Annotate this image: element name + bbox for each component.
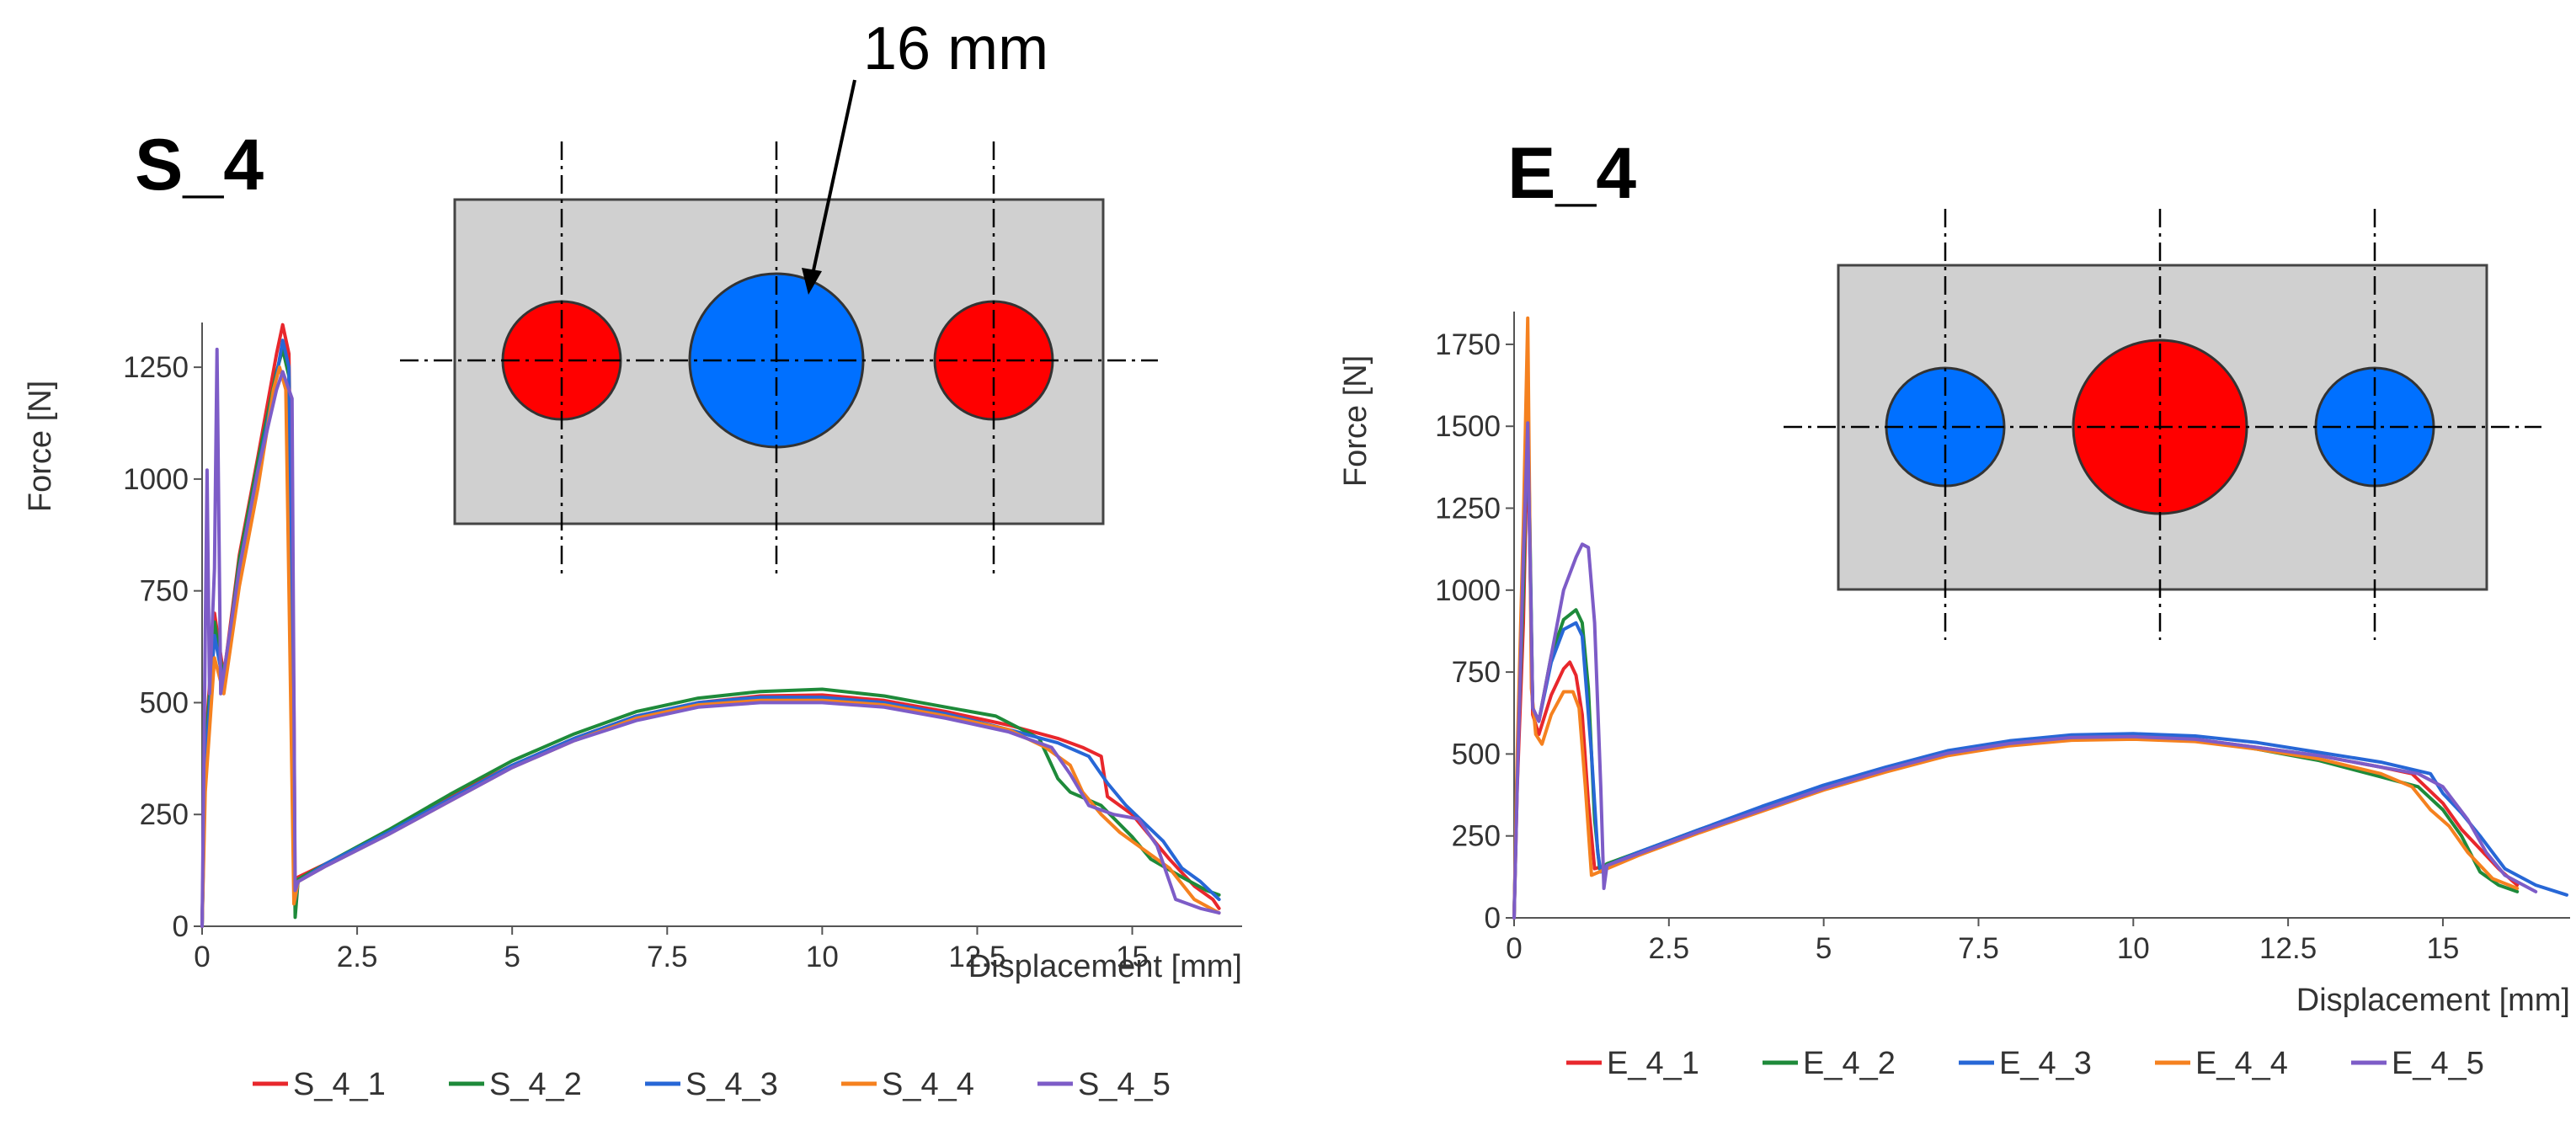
legend-label: S_4_3 (685, 1067, 778, 1102)
x-tick-label: 12.5 (2259, 932, 2317, 965)
legend: S_4_1 S_4_2 S_4_3 S_4_4 S_4_5 (253, 1067, 1171, 1102)
x-tick-label: 7.5 (647, 941, 688, 973)
series-line-s_4_5 (200, 347, 1221, 928)
legend-label: E_4_2 (1803, 1046, 1896, 1081)
legend-label: S_4_1 (293, 1067, 386, 1102)
y-axis-label: Force [N] (23, 381, 58, 512)
dimension-annotation: 16 mm (863, 15, 1048, 83)
specimen-schematic: 16 mm (400, 15, 1158, 577)
annotation-arrow-head (802, 268, 822, 295)
legend-label: E_4_4 (2195, 1046, 2288, 1081)
chart-title: S_4 (135, 125, 264, 205)
legend-label: S_4_4 (882, 1067, 974, 1102)
y-tick-label: 1500 (1435, 410, 1501, 443)
annotation-arrow-shaft (809, 79, 856, 283)
y-tick-label: 750 (140, 575, 189, 608)
y-tick-label: 500 (140, 686, 189, 719)
chart-s4: S_4 16 mm 0 250 500 750 1000 1250 0 2.5 5 7.5 10 1… (23, 15, 1242, 1102)
x-tick-label: 2.5 (337, 941, 378, 973)
x-ticks: 0 2.5 5 7.5 10 12.5 15 (1506, 918, 2459, 965)
legend-label: E_4_5 (2392, 1046, 2484, 1081)
x-tick-label: 15 (1116, 941, 1149, 973)
y-tick-label: 250 (1452, 820, 1501, 853)
legend-label: E_4_3 (1999, 1046, 2092, 1081)
x-tick-label: 5 (504, 941, 520, 973)
x-tick-label: 5 (1816, 932, 1832, 965)
y-ticks: 0 250 500 750 1000 1250 (123, 351, 202, 943)
x-tick-label: 0 (1506, 932, 1522, 965)
x-tick-label: 7.5 (1958, 932, 1999, 965)
y-tick-label: 0 (1485, 902, 1501, 935)
x-axis-label: Displacement [mm] (968, 949, 1242, 984)
legend-label: S_4_2 (489, 1067, 582, 1102)
y-tick-label: 750 (1452, 656, 1501, 689)
specimen-schematic (1784, 209, 2541, 640)
legend-label: S_4_5 (1078, 1067, 1171, 1102)
x-tick-label: 10 (2117, 932, 2150, 965)
series-lines (1512, 316, 2568, 920)
y-tick-label: 1750 (1435, 328, 1501, 361)
x-tick-label: 15 (2426, 932, 2459, 965)
x-tick-label: 2.5 (1648, 932, 1689, 965)
x-ticks: 0 2.5 5 7.5 10 12.5 15 (194, 926, 1149, 973)
y-tick-label: 1250 (1435, 493, 1501, 525)
y-tick-label: 500 (1452, 738, 1501, 770)
y-tick-label: 1000 (123, 463, 189, 496)
chart-title: E_4 (1507, 133, 1636, 214)
y-tick-label: 1250 (123, 351, 189, 384)
x-axis-label: Displacement [mm] (2296, 983, 2570, 1018)
y-tick-label: 250 (140, 798, 189, 831)
x-tick-label: 10 (806, 941, 839, 973)
y-axis-label: Force [N] (1338, 355, 1373, 487)
series-line-e_4_5 (1512, 421, 2538, 920)
x-tick-label: 12.5 (948, 941, 1005, 973)
x-tick-label: 0 (194, 941, 210, 973)
legend: E_4_1 E_4_2 E_4_3 E_4_4 E_4_5 (1566, 1046, 2484, 1081)
series-lines (200, 323, 1221, 928)
y-ticks: 0 250 500 750 1000 1250 1500 1750 (1435, 328, 1514, 935)
chart-e4: E_4 0 250 500 750 1000 1250 1500 1750 0 2.5 5 7.5 1… (1338, 133, 2570, 1081)
y-tick-label: 1000 (1435, 574, 1501, 607)
legend-label: E_4_1 (1607, 1046, 1699, 1081)
y-tick-label: 0 (173, 910, 189, 943)
